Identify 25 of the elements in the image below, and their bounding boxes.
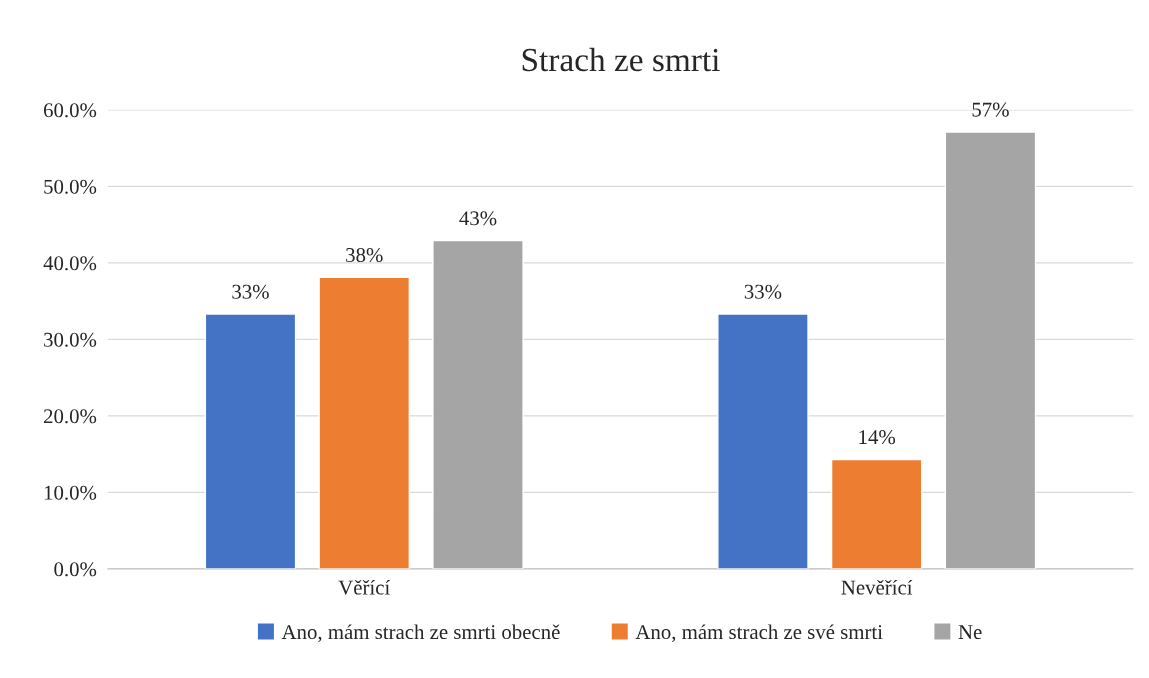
data-label: 43% — [459, 211, 497, 226]
data-label: 14% — [859, 430, 896, 445]
bar — [717, 313, 809, 569]
y-tick-label: 40.0% — [43, 256, 97, 271]
y-tick-label: 0.0% — [54, 562, 97, 577]
data-label: 33% — [744, 284, 782, 299]
y-tick-label: 30.0% — [44, 332, 97, 347]
x-tick-label: Nevěřící — [841, 579, 913, 595]
data-label: 38% — [346, 247, 383, 263]
legend-label: Ano, mám strach ze své smrti — [635, 624, 883, 643]
bar — [432, 239, 524, 569]
y-tick-label: 60.0% — [43, 103, 97, 118]
y-tick-label: 50.0% — [44, 179, 97, 194]
data-label: 33% — [232, 284, 269, 299]
bar — [944, 131, 1037, 569]
bar — [830, 458, 923, 569]
x-tick-label: Věřící — [338, 579, 391, 595]
bar — [204, 313, 297, 569]
y-tick-label: 10.0% — [44, 485, 97, 500]
chart-title: Strach ze smrti — [522, 47, 720, 72]
legend-label: Ano, mám strach ze smrti obecně — [281, 624, 560, 643]
y-tick-label: 20.0% — [44, 409, 97, 424]
bar — [318, 276, 411, 569]
data-label: 57% — [972, 102, 1009, 117]
legend-label: Ne — [958, 625, 982, 640]
